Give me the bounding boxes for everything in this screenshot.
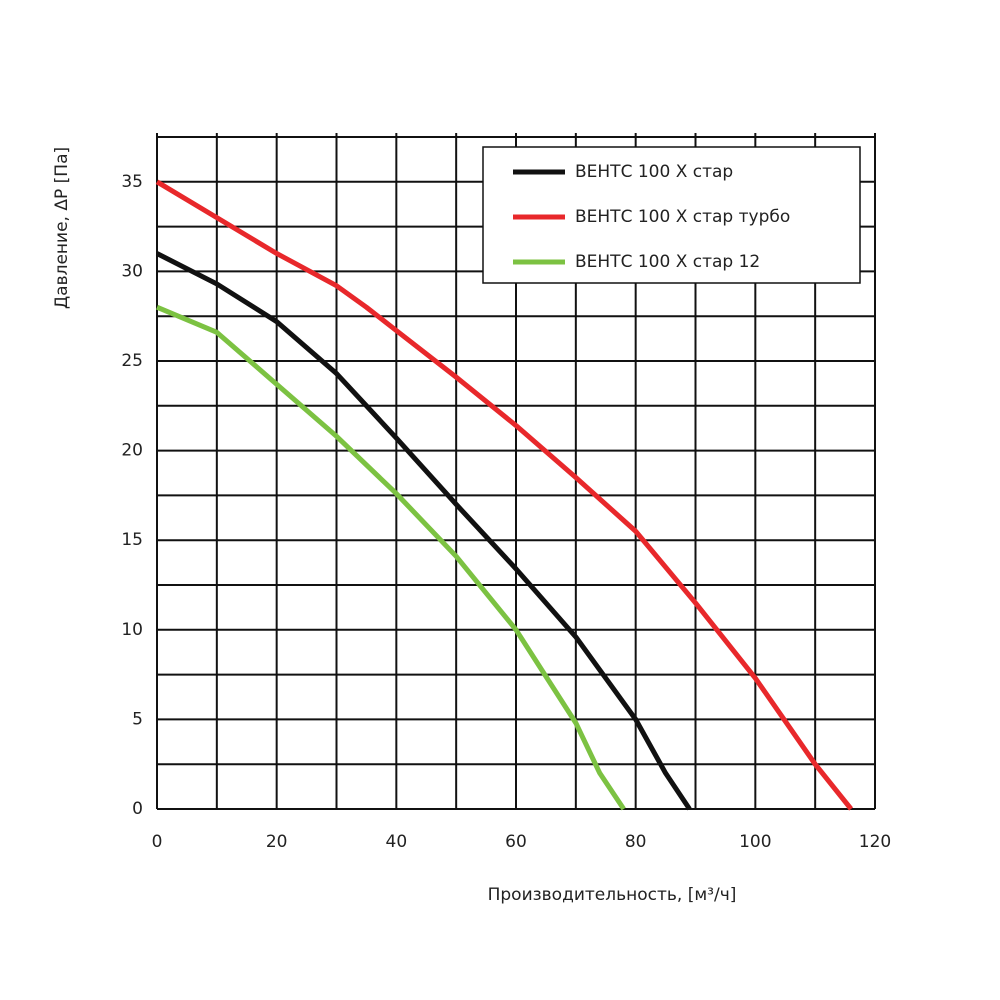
x-tick-label: 120 [859,832,891,852]
legend-label: ВЕНТС 100 Х стар 12 [575,252,760,272]
y-axis-label: Давление, ΔP [Па] [52,147,72,309]
y-tick-label: 0 [132,799,143,819]
x-tick-label: 40 [386,832,408,852]
y-tick-label: 15 [121,530,143,550]
y-tick-label: 10 [121,620,143,640]
y-tick-label: 35 [121,172,143,192]
x-tick-label: 100 [739,832,771,852]
y-tick-label: 30 [121,261,143,281]
x-tick-label: 60 [505,832,527,852]
y-tick-label: 20 [121,441,143,461]
legend-label: ВЕНТС 100 Х стар [575,162,733,182]
y-tick-label: 5 [132,709,143,729]
series-line [155,251,692,811]
y-tick-label: 25 [121,351,143,371]
legend-label: ВЕНТС 100 Х стар турбо [575,207,790,227]
x-axis-label: Производительность, [м³/ч] [488,885,737,905]
x-tick-label: 20 [266,832,288,852]
series-line [155,179,854,811]
series-line [156,304,626,811]
x-tick-label: 0 [152,832,163,852]
x-tick-label: 80 [625,832,647,852]
